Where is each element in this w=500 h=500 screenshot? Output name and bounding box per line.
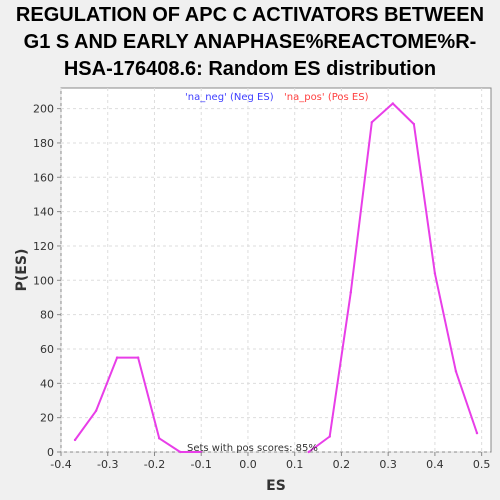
data-point (433, 272, 437, 275)
data-point (454, 370, 458, 373)
y-axis-title: P(ES) (14, 249, 30, 292)
data-point (115, 356, 119, 359)
legend-neg: 'na_neg' (Neg ES) (185, 92, 274, 103)
data-point (475, 431, 479, 435)
data-point (412, 122, 416, 126)
x-tick-label: 0.1 (286, 458, 304, 471)
y-tick-label: 160 (33, 171, 54, 184)
x-tick-label: 0.2 (333, 458, 351, 471)
x-tick-label: -0.4 (50, 458, 71, 471)
y-tick-label: 0 (47, 446, 54, 459)
y-tick-label: 20 (40, 412, 54, 425)
chart-title-line-3: HSA-176408.6: Random ES distribution (63, 58, 437, 80)
chart-title: REGULATION OF APC C ACTIVATORS BETWEEN G… (0, 2, 500, 83)
y-tick-label: 180 (33, 137, 54, 150)
data-point (328, 435, 331, 438)
annotation-pos-scores: Sets with pos scores: 85% (187, 443, 318, 454)
x-tick-label: -0.1 (190, 458, 211, 471)
y-tick-label: 120 (33, 240, 54, 253)
y-tick-label: 80 (40, 309, 54, 322)
chart-title-line-2: G1 S AND EARLY ANAPHASE%REACTOME%R- (23, 31, 477, 53)
x-tick-label: 0.4 (426, 458, 444, 471)
data-point (157, 437, 161, 440)
data-point (178, 450, 182, 454)
y-tick-label: 140 (33, 206, 54, 219)
x-tick-label: 0.0 (239, 458, 257, 471)
y-tick-label: 200 (33, 103, 54, 116)
data-point (94, 409, 98, 412)
plot-area (60, 87, 492, 453)
data-point (349, 291, 352, 294)
x-tick-label: -0.2 (144, 458, 165, 471)
x-axis-title: ES (266, 478, 286, 494)
x-tick-label: -0.3 (97, 458, 118, 471)
data-point (136, 356, 140, 359)
data-point (307, 450, 310, 454)
data-point (73, 438, 77, 442)
data-point (370, 121, 374, 124)
y-tick-label: 60 (40, 343, 54, 356)
axis-layer: -0.4 -0.3 -0.2 -0.1 0.0 0.1 0.2 0.3 0.4 0.5 0 20 40 6… (33, 103, 490, 471)
y-tick-label: 40 (40, 377, 54, 390)
legend-pos: 'na_pos' (Pos ES) (284, 92, 369, 103)
grid (60, 88, 491, 453)
x-tick-label: 0.3 (379, 458, 397, 471)
chart-title-line-1: REGULATION OF APC C ACTIVATORS BETWEEN (15, 4, 485, 26)
x-tick-label: 0.5 (473, 458, 491, 471)
data-point (391, 102, 395, 105)
y-tick-label: 100 (33, 274, 54, 287)
